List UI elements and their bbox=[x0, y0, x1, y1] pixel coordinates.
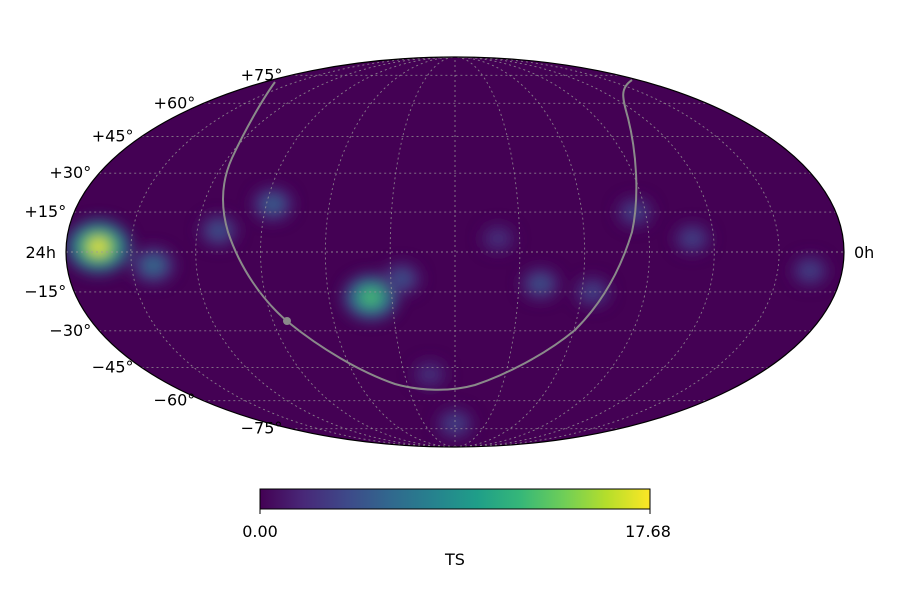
dec-label: −45° bbox=[92, 357, 134, 376]
hotspot bbox=[66, 219, 132, 274]
hotspot bbox=[251, 186, 294, 222]
axis-labels: 24h 0h +75° +60° +45°+30° +15° −15° −30°−45° −… bbox=[24, 65, 874, 437]
meridian-gridline bbox=[454, 57, 521, 447]
sky-map bbox=[65, 56, 845, 448]
dec-label: −15° bbox=[24, 282, 66, 301]
hotspot bbox=[343, 273, 399, 321]
ra-label-left: 24h bbox=[26, 243, 57, 262]
colorbar: 0.00 17.68 TS bbox=[242, 488, 671, 569]
colorbar-gradient bbox=[259, 488, 651, 510]
dec-label: +30° bbox=[49, 163, 91, 182]
meridian-gridline bbox=[195, 57, 456, 447]
dec-label: −60° bbox=[154, 391, 196, 410]
meridian-gridline bbox=[130, 57, 456, 447]
map-border bbox=[65, 56, 845, 448]
meridian-gridline bbox=[260, 57, 456, 447]
colorbar-title: TS bbox=[444, 550, 465, 569]
hotspot bbox=[381, 261, 422, 296]
meridian-gridline bbox=[389, 57, 456, 447]
hotspot bbox=[131, 247, 176, 284]
hotspot bbox=[790, 254, 829, 287]
galactic-center-marker bbox=[283, 317, 291, 325]
meridian-gridline bbox=[454, 57, 715, 447]
hotspot bbox=[673, 222, 712, 255]
meridian-gridline bbox=[454, 57, 586, 447]
dec-labels: +75° +60° +45°+30° +15° −15° −30°−45° −60° −75° bbox=[24, 65, 282, 437]
dec-label: +45° bbox=[92, 127, 134, 146]
colorbar-max-label: 17.68 bbox=[625, 522, 671, 541]
hotspot bbox=[411, 359, 448, 390]
meridian-gridline bbox=[454, 57, 650, 447]
meridian-gridline bbox=[454, 57, 780, 447]
hotspot bbox=[480, 223, 517, 254]
galactic-plane-curve bbox=[222, 79, 638, 391]
dec-label: +60° bbox=[154, 93, 196, 112]
coordinate-grid bbox=[66, 57, 844, 447]
colorbar-min-label: 0.00 bbox=[242, 522, 278, 541]
hotspot bbox=[436, 407, 474, 440]
dec-label: +75° bbox=[241, 65, 283, 84]
dec-label: +15° bbox=[24, 202, 66, 221]
ra-label-right: 0h bbox=[854, 243, 874, 262]
dec-label: −75° bbox=[241, 419, 283, 438]
dec-label: −30° bbox=[49, 321, 91, 340]
hotspot bbox=[520, 267, 561, 301]
hotspot bbox=[198, 213, 239, 248]
meridian-gridline bbox=[324, 57, 456, 447]
